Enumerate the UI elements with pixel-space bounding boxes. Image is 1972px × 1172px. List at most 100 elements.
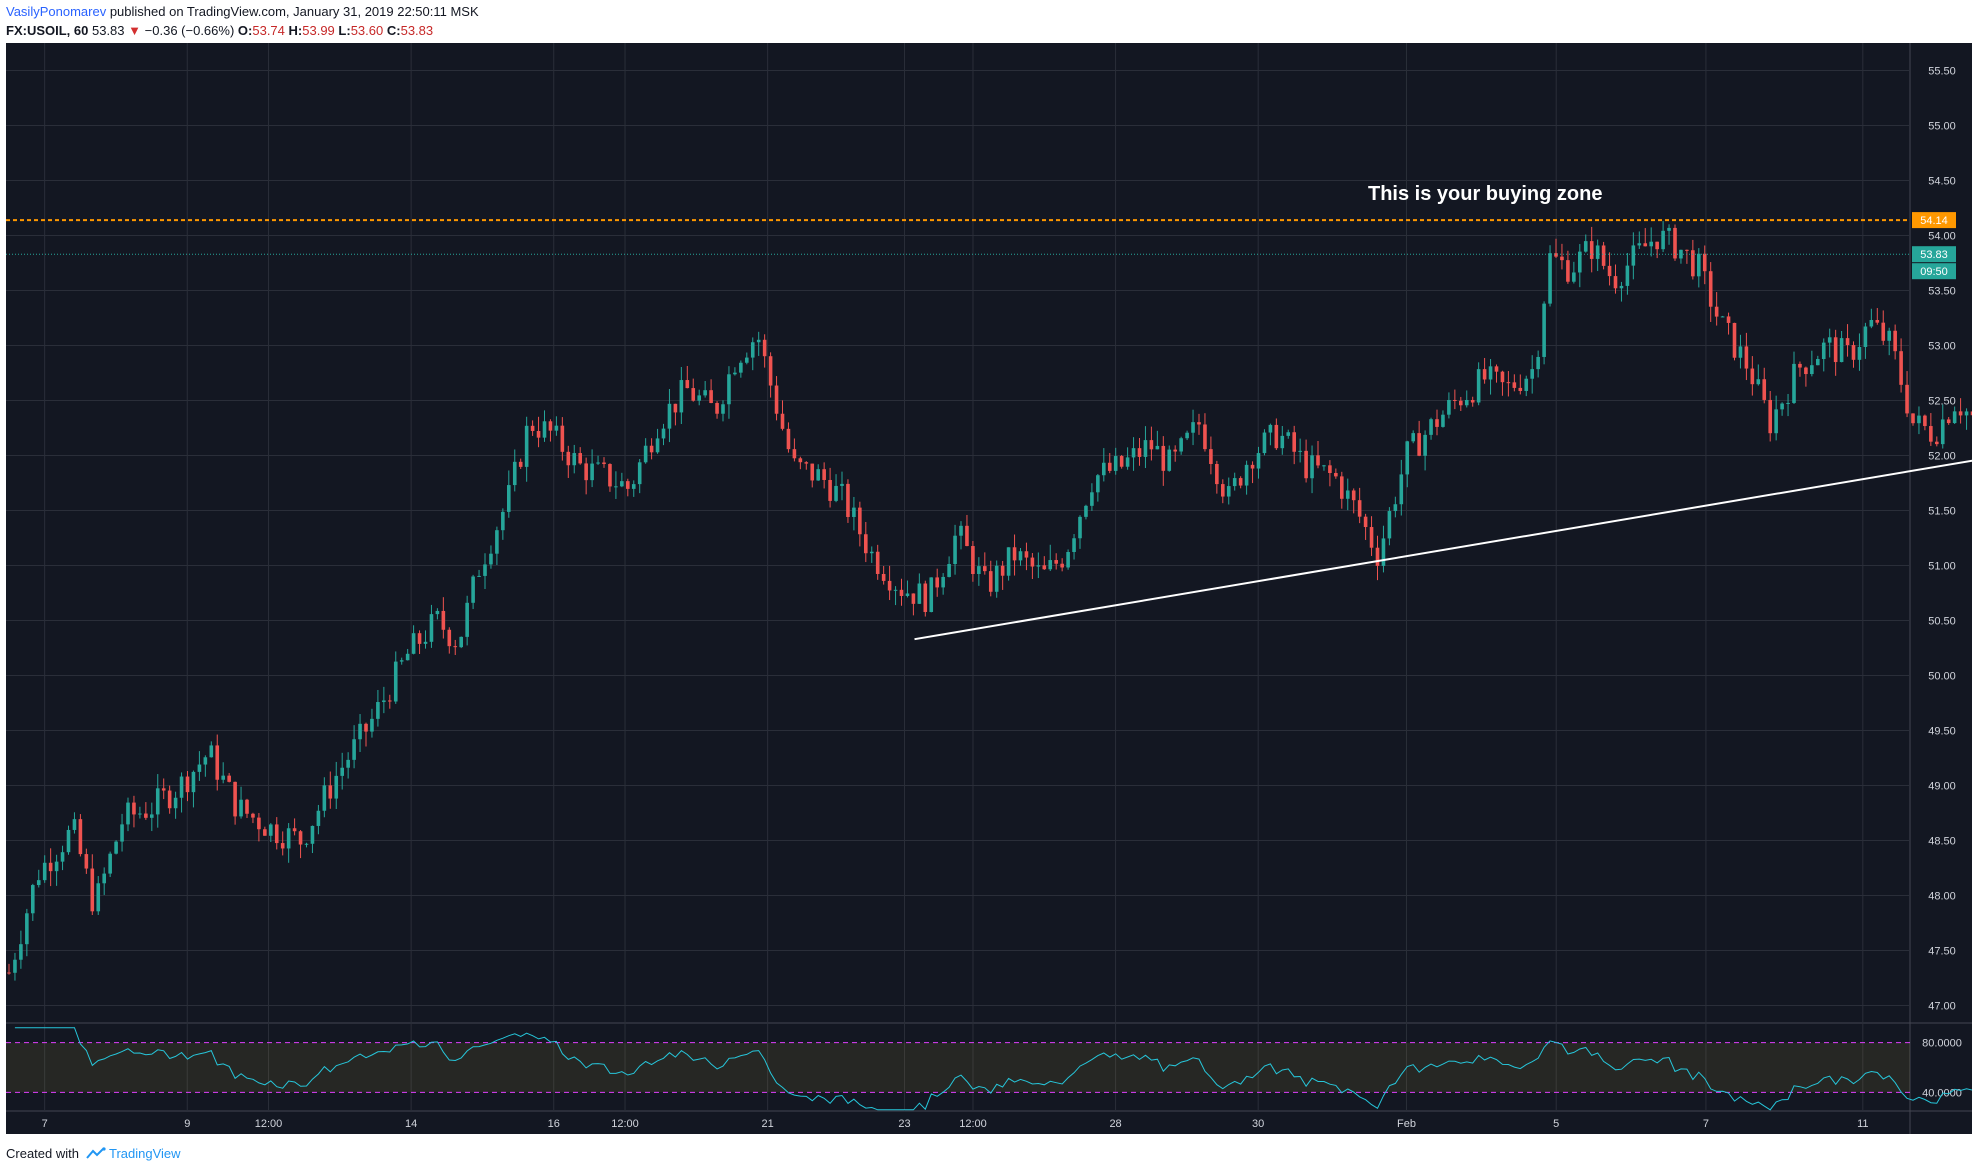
chart-header: VasilyPonomarev published on TradingView…	[6, 2, 1966, 42]
candle-body-down	[1435, 419, 1439, 427]
candle-body-up	[155, 788, 160, 815]
candle-body-up	[322, 785, 327, 811]
candle-body-up	[1780, 403, 1784, 410]
candle-body-up	[941, 576, 945, 588]
candle-body-down	[1369, 527, 1374, 548]
candle-body-down	[1750, 368, 1755, 385]
candle-body-up	[1036, 565, 1041, 567]
candle-body-up	[1405, 441, 1410, 475]
candle-body-up	[1429, 419, 1433, 435]
candle-body-down	[923, 583, 928, 613]
tradingview-link[interactable]: TradingView	[109, 1146, 181, 1161]
candle-body-up	[25, 913, 29, 945]
candle-body-up	[1244, 464, 1249, 486]
price-change: −0.36 (−0.66%)	[144, 23, 235, 38]
candle-body-up	[465, 602, 469, 637]
candle-body-up	[1310, 455, 1314, 479]
candle-body-down	[935, 577, 939, 588]
candle-body-down	[1000, 565, 1005, 576]
candle-body-down	[292, 828, 297, 832]
candle-body-down	[1905, 384, 1909, 414]
resistance-price-badge-bg	[1912, 212, 1956, 229]
candle-body-down	[1304, 450, 1308, 479]
time-tick-label: 28	[1109, 1118, 1121, 1130]
candle-body-down	[1215, 463, 1219, 485]
candle-body-up	[197, 764, 202, 772]
candle-body-up	[108, 853, 112, 874]
candle-body-down	[626, 481, 630, 489]
candle-body-up	[620, 481, 624, 487]
candle-body-up	[1393, 504, 1398, 512]
candle-body-up	[1720, 316, 1725, 318]
publish-line: VasilyPonomarev published on TradingView…	[6, 2, 1966, 21]
candle-body-down	[602, 462, 606, 465]
author-link[interactable]: VasilyPonomarev	[6, 4, 107, 19]
time-tick-label: 7	[1703, 1118, 1709, 1130]
candle-body-up	[750, 342, 755, 358]
candle-body-up	[745, 357, 749, 363]
candle-body-up	[179, 776, 184, 798]
symbol-label[interactable]: FX:USOIL, 60	[6, 23, 89, 38]
time-tick-label: 12:00	[959, 1118, 987, 1130]
candle-body-up	[1827, 337, 1832, 343]
candle-body-down	[1375, 547, 1380, 566]
candle-body-up	[1113, 456, 1118, 471]
candle-body-down	[858, 507, 862, 535]
candle-body-down	[1958, 411, 1963, 416]
candle-body-down	[673, 403, 678, 413]
candle-body-up	[1179, 438, 1183, 452]
candle-body-up	[947, 564, 951, 577]
candle-body-down	[822, 469, 826, 480]
candle-body-up	[739, 362, 743, 373]
candle-body-up	[524, 425, 529, 467]
candle-body-down	[132, 802, 136, 815]
candle-body-down	[1732, 322, 1737, 358]
rsi-band-fill	[6, 1042, 1910, 1093]
candle-body-down	[899, 589, 904, 596]
price-tick-label: 47.50	[1928, 946, 1956, 958]
candle-body-up	[1381, 538, 1386, 566]
time-tick-label: 30	[1252, 1118, 1264, 1130]
candle-body-down	[1292, 432, 1296, 452]
candle-body-up	[96, 883, 101, 912]
candle-body-up	[334, 775, 339, 799]
candle-body-down	[810, 463, 815, 481]
candle-body-up	[429, 614, 434, 642]
candle-body-down	[144, 813, 148, 818]
candle-body-up	[661, 428, 666, 439]
candle-body-up	[1774, 409, 1778, 434]
candle-body-up	[703, 390, 707, 396]
ohlc-legend: FX:USOIL, 60 53.83 ▼ −0.36 (−0.66%) O:53…	[6, 21, 1966, 40]
published-text: published on TradingView.com, January 31…	[109, 4, 479, 19]
candle-body-up	[150, 814, 154, 818]
candle-body-down	[447, 629, 452, 647]
candle-body-up	[1857, 346, 1862, 360]
candle-body-down	[1357, 500, 1362, 517]
candle-body-up	[1268, 424, 1273, 433]
candle-body-down	[1893, 330, 1897, 352]
candle-body-down	[328, 785, 333, 799]
candle-body-down	[1060, 563, 1064, 568]
candle-body-up	[346, 759, 350, 768]
candle-body-up	[1084, 505, 1088, 517]
time-tick-label: 7	[42, 1118, 48, 1130]
candle-body-down	[584, 463, 588, 481]
candle-body-up	[1637, 243, 1642, 246]
candle-body-up	[1441, 414, 1445, 427]
candle-body-down	[1804, 367, 1808, 375]
candle-body-up	[507, 485, 511, 512]
candle-body-down	[1274, 424, 1279, 449]
candle-body-up	[1792, 363, 1796, 403]
candle-body-down	[274, 824, 279, 844]
open-value: 53.74	[252, 23, 285, 38]
candle-body-down	[1762, 379, 1767, 400]
candle-body-up	[834, 485, 838, 501]
candle-body-up	[221, 775, 225, 780]
candle-body-up	[340, 767, 344, 776]
candle-body-down	[804, 462, 809, 464]
candle-body-down	[263, 829, 267, 836]
tradingview-logo-icon	[85, 1147, 106, 1159]
candle-body-down	[530, 425, 535, 431]
candle-body-up	[269, 824, 273, 836]
